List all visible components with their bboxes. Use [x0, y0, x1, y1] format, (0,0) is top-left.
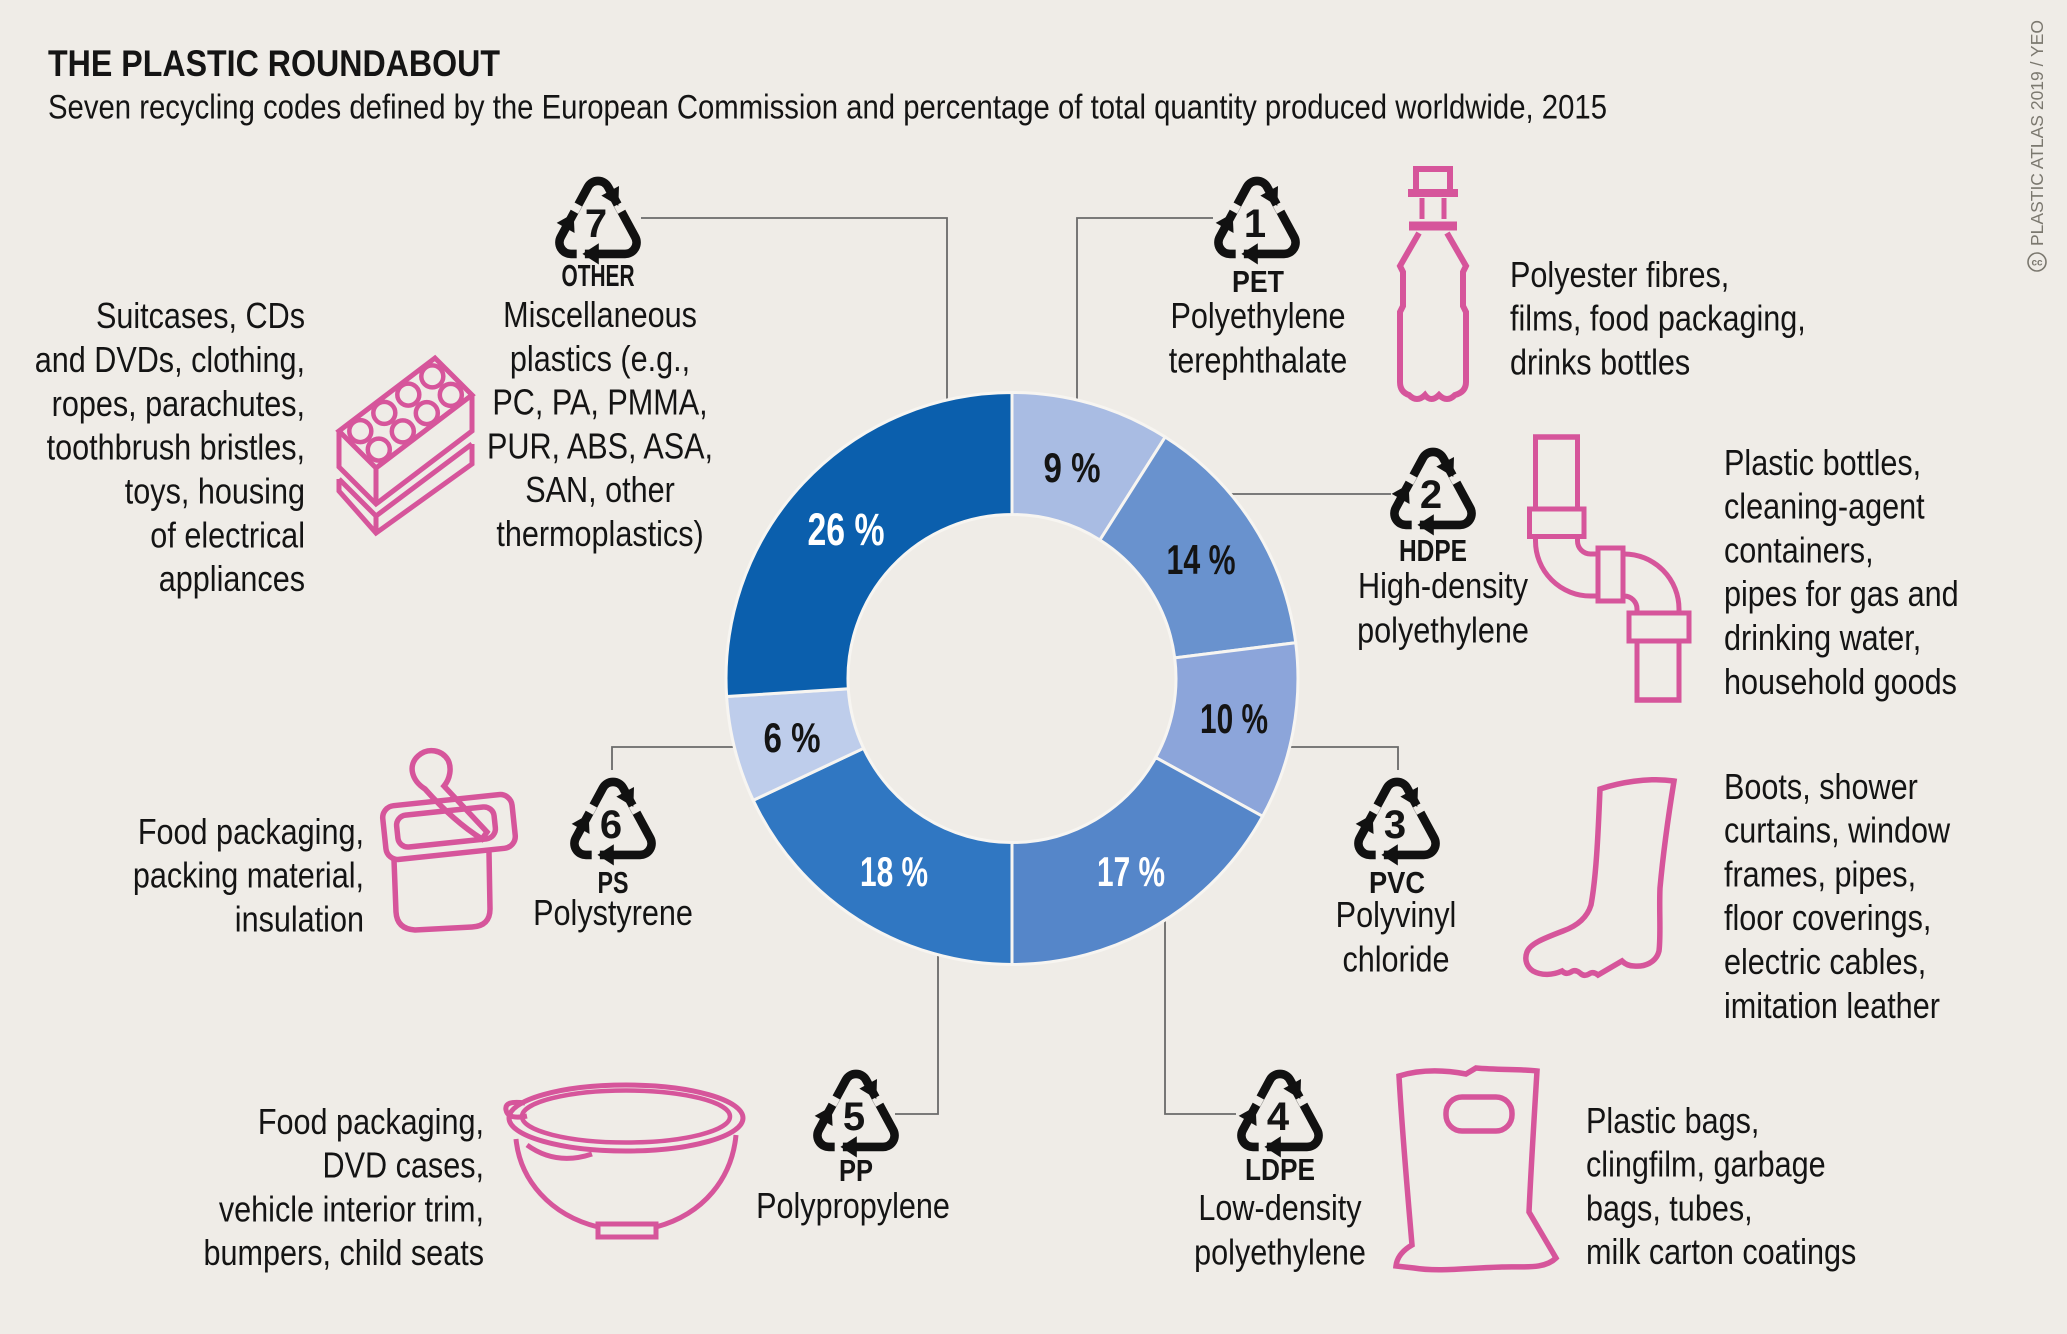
svg-text:PUR, ABS, ASA,: PUR, ABS, ASA, — [487, 427, 713, 467]
svg-text:Food packaging,: Food packaging, — [138, 813, 364, 853]
svg-text:polyethylene: polyethylene — [1357, 611, 1529, 651]
svg-text:Suitcases, CDs: Suitcases, CDs — [96, 297, 305, 337]
svg-text:LDPE: LDPE — [1245, 1152, 1315, 1187]
svg-text:6 %: 6 % — [764, 714, 821, 761]
svg-text:Plastic bottles,: Plastic bottles, — [1724, 444, 1921, 484]
svg-text:17 %: 17 % — [1097, 848, 1165, 895]
svg-text:floor coverings,: floor coverings, — [1724, 899, 1931, 939]
svg-text:Polyester fibres,: Polyester fibres, — [1510, 256, 1729, 296]
svg-text:Low-density: Low-density — [1198, 1189, 1361, 1229]
svg-text:drinking water,: drinking water, — [1724, 619, 1921, 659]
svg-text:Boots, shower: Boots, shower — [1724, 768, 1918, 808]
svg-text:drinks bottles: drinks bottles — [1510, 343, 1690, 383]
svg-text:cc: cc — [2031, 258, 2043, 269]
svg-text:Miscellaneous: Miscellaneous — [503, 296, 697, 336]
svg-text:10 %: 10 % — [1200, 695, 1268, 742]
svg-text:7: 7 — [585, 202, 607, 246]
svg-text:OTHER: OTHER — [562, 258, 635, 293]
svg-text:1: 1 — [1244, 202, 1266, 246]
svg-text:Food packaging,: Food packaging, — [258, 1103, 484, 1143]
svg-text:High-density: High-density — [1358, 567, 1528, 607]
svg-text:cleaning-agent: cleaning-agent — [1724, 487, 1925, 527]
svg-text:household goods: household goods — [1724, 663, 1957, 703]
svg-text:appliances: appliances — [159, 560, 305, 600]
svg-text:vehicle interior trim,: vehicle interior trim, — [219, 1190, 484, 1230]
svg-text:Polystyrene: Polystyrene — [533, 894, 693, 934]
svg-text:14 %: 14 % — [1167, 536, 1236, 583]
svg-text:5: 5 — [843, 1095, 865, 1139]
svg-text:2: 2 — [1420, 473, 1442, 517]
svg-text:pipes for gas and: pipes for gas and — [1724, 575, 1959, 615]
svg-text:SAN, other: SAN, other — [525, 471, 675, 511]
svg-text:Polyethylene: Polyethylene — [1170, 297, 1345, 337]
svg-text:films, food packaging,: films, food packaging, — [1510, 299, 1806, 339]
svg-text:bumpers, child seats: bumpers, child seats — [204, 1234, 484, 1274]
svg-text:plastics (e.g.,: plastics (e.g., — [510, 340, 690, 380]
svg-text:PLASTIC ATLAS 2019 / YEO: PLASTIC ATLAS 2019 / YEO — [2027, 20, 2047, 246]
svg-text:thermoplastics): thermoplastics) — [496, 515, 703, 555]
svg-text:imitation leather: imitation leather — [1724, 987, 1940, 1027]
svg-text:6: 6 — [600, 803, 622, 847]
svg-text:clingfilm, garbage: clingfilm, garbage — [1586, 1145, 1826, 1185]
svg-text:toys, housing: toys, housing — [125, 472, 305, 512]
svg-text:milk carton coatings: milk carton coatings — [1586, 1233, 1856, 1273]
svg-text:PET: PET — [1232, 264, 1284, 299]
svg-text:bags, tubes,: bags, tubes, — [1586, 1189, 1753, 1229]
svg-text:4: 4 — [1267, 1095, 1290, 1139]
svg-text:ropes, parachutes,: ropes, parachutes, — [52, 385, 305, 425]
svg-text:polyethylene: polyethylene — [1194, 1233, 1366, 1273]
svg-text:Polyvinyl: Polyvinyl — [1336, 896, 1457, 936]
svg-text:packing material,: packing material, — [133, 856, 364, 896]
svg-text:frames, pipes,: frames, pipes, — [1724, 855, 1916, 895]
svg-text:toothbrush bristles,: toothbrush bristles, — [47, 428, 305, 468]
svg-text:containers,: containers, — [1724, 531, 1874, 571]
svg-text:curtains, window: curtains, window — [1724, 811, 1951, 851]
svg-text:Polypropylene: Polypropylene — [756, 1187, 950, 1227]
svg-text:9 %: 9 % — [1044, 444, 1101, 491]
svg-text:PC, PA, PMMA,: PC, PA, PMMA, — [492, 383, 707, 423]
svg-text:electric cables,: electric cables, — [1724, 943, 1926, 983]
svg-text:and DVDs, clothing,: and DVDs, clothing, — [35, 341, 305, 381]
svg-text:of electrical: of electrical — [150, 516, 305, 556]
svg-text:PS: PS — [598, 865, 629, 900]
svg-text:HDPE: HDPE — [1399, 533, 1467, 568]
svg-text:26 %: 26 % — [808, 504, 885, 555]
svg-text:PVC: PVC — [1369, 865, 1425, 900]
svg-text:18 %: 18 % — [860, 848, 928, 895]
svg-text:Seven recycling codes defined: Seven recycling codes defined by the Eur… — [48, 89, 1607, 127]
svg-text:chloride: chloride — [1342, 940, 1449, 980]
svg-text:PP: PP — [839, 1153, 873, 1188]
svg-text:3: 3 — [1384, 803, 1406, 847]
svg-text:THE PLASTIC ROUNDABOUT: THE PLASTIC ROUNDABOUT — [48, 43, 500, 84]
svg-text:Plastic bags,: Plastic bags, — [1586, 1102, 1759, 1142]
svg-text:DVD cases,: DVD cases, — [323, 1146, 484, 1186]
svg-text:insulation: insulation — [235, 900, 364, 940]
svg-text:terephthalate: terephthalate — [1169, 341, 1348, 381]
